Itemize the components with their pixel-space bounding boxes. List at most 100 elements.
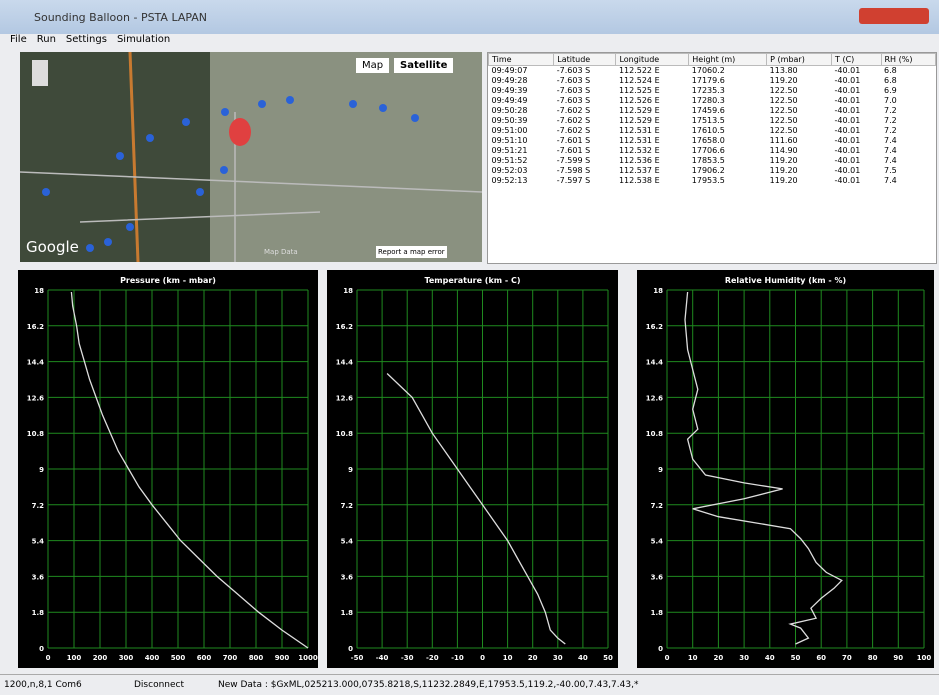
table-cell: 17706.6 xyxy=(689,146,767,156)
table-cell: -7.602 S xyxy=(554,106,616,116)
y-tick-label: 12.6 xyxy=(336,394,353,402)
status-data: New Data : $GxML,025213.000,0735.8218,S,… xyxy=(218,680,638,690)
table-cell: -40.01 xyxy=(832,66,881,77)
menu-item[interactable]: Simulation xyxy=(117,34,170,45)
table-row: 09:52:13-7.597 S112.538 E17953.5119.20-4… xyxy=(489,176,936,186)
table-cell: 122.50 xyxy=(767,86,832,96)
x-tick-label: 500 xyxy=(171,654,186,662)
map-button[interactable]: Satellite xyxy=(394,58,453,73)
x-tick-label: 50 xyxy=(791,654,801,662)
table-cell: 119.20 xyxy=(767,76,832,86)
table-cell: -7.602 S xyxy=(554,116,616,126)
table-cell: 6.9 xyxy=(881,86,936,96)
table-cell: 7.4 xyxy=(881,146,936,156)
y-tick-label: 1.8 xyxy=(651,609,664,617)
table-cell: 17658.0 xyxy=(689,136,767,146)
y-tick-label: 5.4 xyxy=(32,538,45,546)
x-tick-label: 50 xyxy=(603,654,613,662)
status-connection[interactable]: Disconnect xyxy=(134,680,184,690)
table-cell: 7.2 xyxy=(881,116,936,126)
table-cell: 7.2 xyxy=(881,106,936,116)
table-cell: 112.529 E xyxy=(616,116,689,126)
table-cell: 112.524 E xyxy=(616,76,689,86)
table-cell: 7.4 xyxy=(881,136,936,146)
x-tick-label: 800 xyxy=(249,654,264,662)
x-tick-label: 0 xyxy=(46,654,51,662)
menu-bar: File Run Settings Simulation xyxy=(0,34,170,50)
column-header: Longitude xyxy=(616,54,689,66)
table-cell: 7.4 xyxy=(881,176,936,186)
chart-title: Temperature (km - C) xyxy=(424,276,520,285)
map-logo: Google xyxy=(26,238,79,256)
map-report-link[interactable]: Report a map error xyxy=(376,246,447,258)
x-tick-label: 900 xyxy=(275,654,290,662)
table-cell: 112.536 E xyxy=(616,156,689,166)
table-cell: 7.4 xyxy=(881,156,936,166)
table-cell: 09:51:21 xyxy=(489,146,554,156)
table-cell: 17513.5 xyxy=(689,116,767,126)
table-cell: 09:51:10 xyxy=(489,136,554,146)
table-cell: 122.50 xyxy=(767,116,832,126)
menu-item[interactable]: File xyxy=(10,34,27,45)
table-cell: 122.50 xyxy=(767,126,832,136)
table-cell: 09:51:00 xyxy=(489,126,554,136)
x-tick-label: 30 xyxy=(739,654,749,662)
y-tick-label: 14.4 xyxy=(336,359,353,367)
chart-title: Pressure (km - mbar) xyxy=(120,276,216,285)
column-header: RH (%) xyxy=(881,54,936,66)
status-bar: 1200,n,8,1 Com6 Disconnect New Data : $G… xyxy=(0,674,939,695)
map-image xyxy=(20,52,482,262)
table-cell: 112.525 E xyxy=(616,86,689,96)
map-button[interactable]: Map xyxy=(356,58,389,73)
y-tick-label: 0 xyxy=(348,645,353,653)
y-tick-label: 16.2 xyxy=(27,323,44,331)
x-tick-label: 40 xyxy=(578,654,588,662)
table-cell: -7.598 S xyxy=(554,166,616,176)
map-footer: Map Data xyxy=(264,248,298,256)
map[interactable]: Map Satellite Google Map Data Report a m… xyxy=(20,52,482,262)
y-tick-label: 9 xyxy=(348,466,353,474)
x-tick-label: 400 xyxy=(145,654,160,662)
table-cell: 09:49:49 xyxy=(489,96,554,106)
x-tick-label: 200 xyxy=(93,654,108,662)
x-tick-label: 80 xyxy=(868,654,878,662)
table-cell: -40.01 xyxy=(832,166,881,176)
table-cell: -40.01 xyxy=(832,146,881,156)
table-cell: 119.20 xyxy=(767,176,832,186)
table-cell: 122.50 xyxy=(767,106,832,116)
y-tick-label: 10.8 xyxy=(336,430,353,438)
y-tick-label: 3.6 xyxy=(32,573,45,581)
x-tick-label: 600 xyxy=(197,654,212,662)
table-cell: -40.01 xyxy=(832,116,881,126)
table-cell: 111.60 xyxy=(767,136,832,146)
menu-item[interactable]: Run xyxy=(37,34,56,45)
table-cell: 09:50:28 xyxy=(489,106,554,116)
menu-item[interactable]: Settings xyxy=(66,34,107,45)
title-bar: Sounding Balloon - PSTA LAPAN xyxy=(0,0,939,34)
table-cell: -40.01 xyxy=(832,136,881,146)
table-cell: 17853.5 xyxy=(689,156,767,166)
table-cell: 09:49:39 xyxy=(489,86,554,96)
table-cell: 112.538 E xyxy=(616,176,689,186)
column-header: Latitude xyxy=(554,54,616,66)
y-tick-label: 0 xyxy=(39,645,44,653)
y-tick-label: 10.8 xyxy=(646,430,663,438)
table-cell: 7.2 xyxy=(881,126,936,136)
y-tick-label: 7.2 xyxy=(32,502,45,510)
x-tick-label: 20 xyxy=(714,654,724,662)
table-cell: 7.0 xyxy=(881,96,936,106)
window-controls[interactable] xyxy=(859,8,929,24)
table-cell: -7.601 S xyxy=(554,136,616,146)
x-tick-label: 70 xyxy=(842,654,852,662)
y-tick-label: 5.4 xyxy=(651,538,664,546)
table-cell: -40.01 xyxy=(832,76,881,86)
table-cell: 17060.2 xyxy=(689,66,767,77)
status-port: 1200,n,8,1 Com6 xyxy=(4,680,82,690)
table-cell: 112.531 E xyxy=(616,126,689,136)
y-tick-label: 16.2 xyxy=(336,323,353,331)
